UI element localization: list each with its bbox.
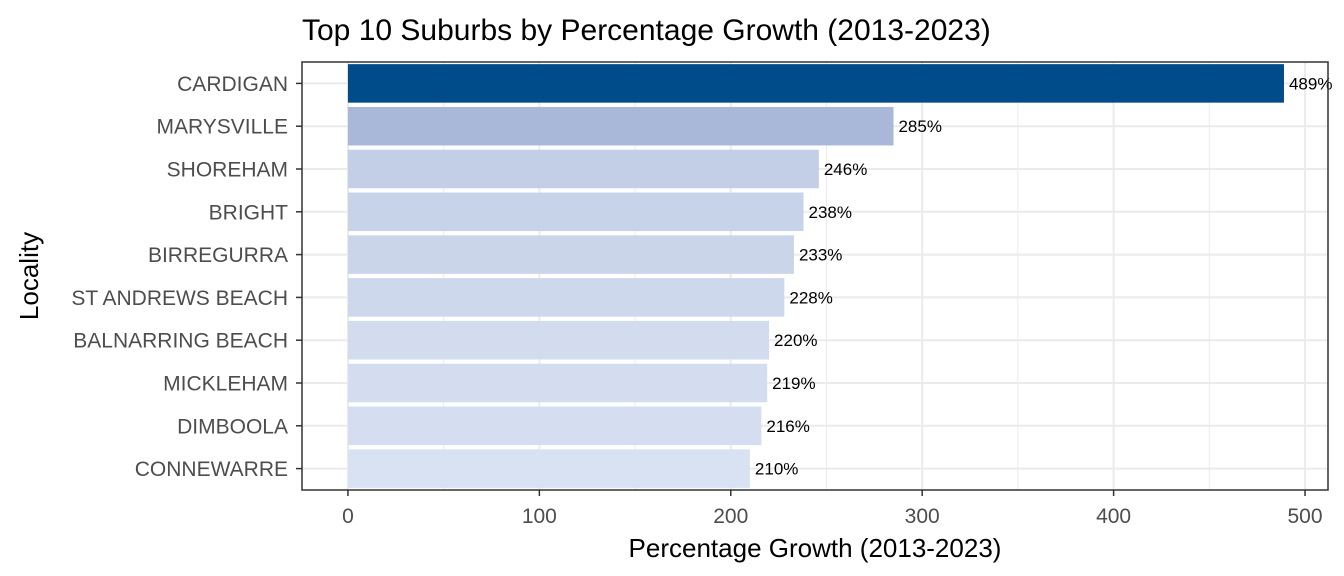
y-tick-label: MARYSVILLE	[156, 116, 288, 139]
data-label: 210%	[755, 460, 798, 479]
data-label: 238%	[809, 203, 852, 222]
y-tick-label: BIRREGURRA	[148, 244, 288, 267]
bar	[347, 363, 768, 403]
data-label: 285%	[898, 117, 941, 136]
chart-title: Top 10 Suburbs by Percentage Growth (201…	[302, 14, 991, 47]
x-tick-label: 400	[1096, 505, 1131, 528]
panel-border	[301, 61, 1329, 491]
plot-area: 489% CARDIGAN 285% MARYSVILLE 246% SHOREHAM 23…	[71, 61, 1332, 528]
y-tick-label: CARDIGAN	[177, 73, 288, 96]
y-tick-label: DIMBOOLA	[177, 415, 288, 438]
x-tick-label: 100	[522, 505, 557, 528]
y-tick-label: SHOREHAM	[167, 159, 288, 182]
y-tick-label: MICKLEHAM	[163, 373, 288, 396]
data-label: 246%	[824, 160, 867, 179]
y-tick-label: BALNARRING BEACH	[73, 330, 288, 353]
data-label: 233%	[799, 246, 842, 265]
data-label: 228%	[789, 288, 832, 307]
data-label: 489%	[1289, 74, 1332, 93]
bar	[347, 106, 894, 146]
bar	[347, 406, 762, 446]
x-tick-label: 200	[713, 505, 748, 528]
bar	[347, 449, 750, 488]
x-tick-label: 500	[1288, 505, 1323, 528]
y-tick-label: BRIGHT	[209, 201, 289, 224]
data-label: 216%	[766, 417, 809, 436]
bar	[347, 278, 785, 317]
data-label: 220%	[774, 331, 817, 350]
x-axis-title: Percentage Growth (2013-2023)	[629, 533, 1002, 563]
bar	[347, 64, 1284, 103]
bar	[347, 320, 770, 360]
y-axis-title: Locality	[14, 232, 44, 320]
x-tick-label: 0	[342, 505, 354, 528]
y-tick-label: ST ANDREWS BEACH	[71, 287, 288, 310]
data-label: 219%	[772, 374, 815, 393]
bar	[347, 235, 794, 274]
x-tick-label: 300	[905, 505, 940, 528]
y-tick-label: CONNEWARRE	[135, 458, 288, 481]
bar	[347, 192, 804, 232]
bar	[347, 149, 819, 189]
